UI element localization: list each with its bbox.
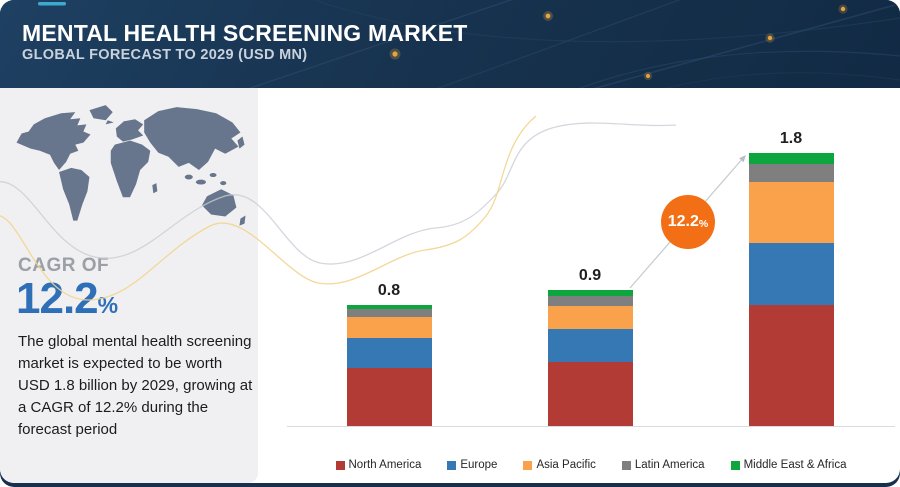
x-axis-line — [287, 426, 895, 427]
sidebar: CAGR OF 12.2% The global mental health s… — [0, 88, 258, 483]
legend-swatch — [447, 460, 457, 470]
legend-label: Middle East & Africa — [743, 459, 847, 471]
bar-segment — [748, 242, 834, 305]
legend-label: Asia Pacific — [536, 459, 596, 471]
bar-segment — [346, 338, 432, 369]
bar-segment — [547, 329, 633, 363]
page-title: MENTAL HEALTH SCREENING MARKET — [22, 20, 468, 46]
legend-item: Middle East & Africa — [730, 459, 847, 471]
legend-label: Latin America — [634, 459, 705, 471]
cagr-percent-sign: % — [97, 292, 118, 318]
cagr-number: 12.2 — [16, 274, 99, 323]
bar-stack-2029 — [748, 153, 834, 426]
bar-segment — [547, 295, 633, 307]
legend-item: Europe — [447, 459, 497, 471]
bar-segment — [346, 309, 432, 317]
bar-stack-2023 — [547, 289, 633, 426]
cagr-badge: 12.2% — [661, 195, 715, 249]
legend-label: North America — [348, 459, 422, 471]
bar-stack-2022 — [346, 304, 432, 426]
legend-swatch — [730, 460, 740, 470]
description-text: The global mental health screening marke… — [18, 333, 253, 439]
legend-item: Latin America — [621, 459, 705, 471]
header: MENTAL HEALTH SCREENING MARKET GLOBAL FO… — [0, 0, 900, 88]
badge-value: 12.2 — [667, 213, 699, 230]
bar-segment — [547, 289, 633, 296]
legend-item: Asia Pacific — [523, 459, 596, 471]
bar-segment — [748, 163, 834, 183]
bar-segment — [547, 306, 633, 330]
bar-segment — [748, 182, 834, 243]
legend: North America Europe Asia Pacific Latin Ame… — [287, 459, 895, 471]
page-subtitle: GLOBAL FORECAST TO 2029 (USD MN) — [22, 47, 308, 63]
legend-label: Europe — [460, 459, 498, 471]
bar-segment — [547, 362, 633, 426]
value-label: 1.8 — [779, 130, 803, 148]
cagr-value: 12.2% — [16, 274, 118, 324]
legend-item: North America — [335, 459, 422, 471]
legend-swatch — [335, 460, 345, 470]
header-network-decoration — [38, 0, 900, 88]
bar-segment — [748, 304, 834, 426]
world-map — [16, 105, 246, 226]
content-panel: CAGR OF 12.2% The global mental health s… — [0, 88, 900, 483]
bar-segment — [346, 304, 432, 310]
legend-swatch — [621, 460, 631, 470]
value-label: 0.8 — [377, 281, 401, 299]
legend-swatch — [523, 460, 533, 470]
bar-segment — [346, 316, 432, 339]
bar-segment — [346, 368, 432, 426]
badge-percent-sign: % — [698, 217, 709, 230]
value-label: 0.9 — [578, 266, 602, 284]
bar-segment — [748, 153, 834, 164]
